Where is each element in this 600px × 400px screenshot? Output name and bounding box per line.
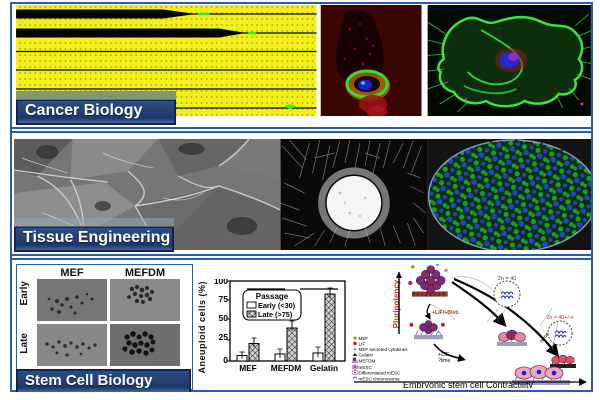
svg-text:Late (>75): Late (>75) [258, 310, 293, 319]
svg-text:Differentiated mESC: Differentiated mESC [359, 370, 401, 375]
svg-text:+LIF/+Bleb: +LIF/+Bleb [432, 310, 459, 316]
svg-text:2n = 40+/-n: 2n = 40+/-n [546, 315, 573, 321]
svg-text:?time: ?time [438, 358, 450, 364]
svg-text:Gelatin: Gelatin [310, 363, 338, 373]
svg-text:mESC: mESC [359, 365, 373, 370]
svg-text:Early (<30): Early (<30) [258, 301, 296, 310]
svg-text:MEF: MEF [239, 363, 257, 373]
svg-text:75: 75 [219, 294, 229, 304]
svg-text:Gelatin: Gelatin [359, 352, 374, 357]
svg-text:MEF secreted cytokines: MEF secreted cytokines [359, 347, 409, 352]
svg-text:100: 100 [214, 279, 228, 286]
svg-text:LIF: LIF [359, 341, 366, 346]
svg-text:0: 0 [223, 355, 228, 365]
svg-text:Passage: Passage [256, 292, 289, 301]
svg-text:Embryonic stem cell Contractil: Embryonic stem cell Contractility [403, 380, 534, 388]
svg-text:25: 25 [219, 332, 229, 342]
svg-text:mESC chromosoma: mESC chromosoma [359, 376, 401, 381]
svg-text:MEFDM: MEFDM [359, 358, 376, 363]
svg-text:MEF: MEF [359, 336, 369, 341]
svg-text:50: 50 [219, 313, 229, 323]
svg-text:MEFDM: MEFDM [271, 363, 302, 373]
